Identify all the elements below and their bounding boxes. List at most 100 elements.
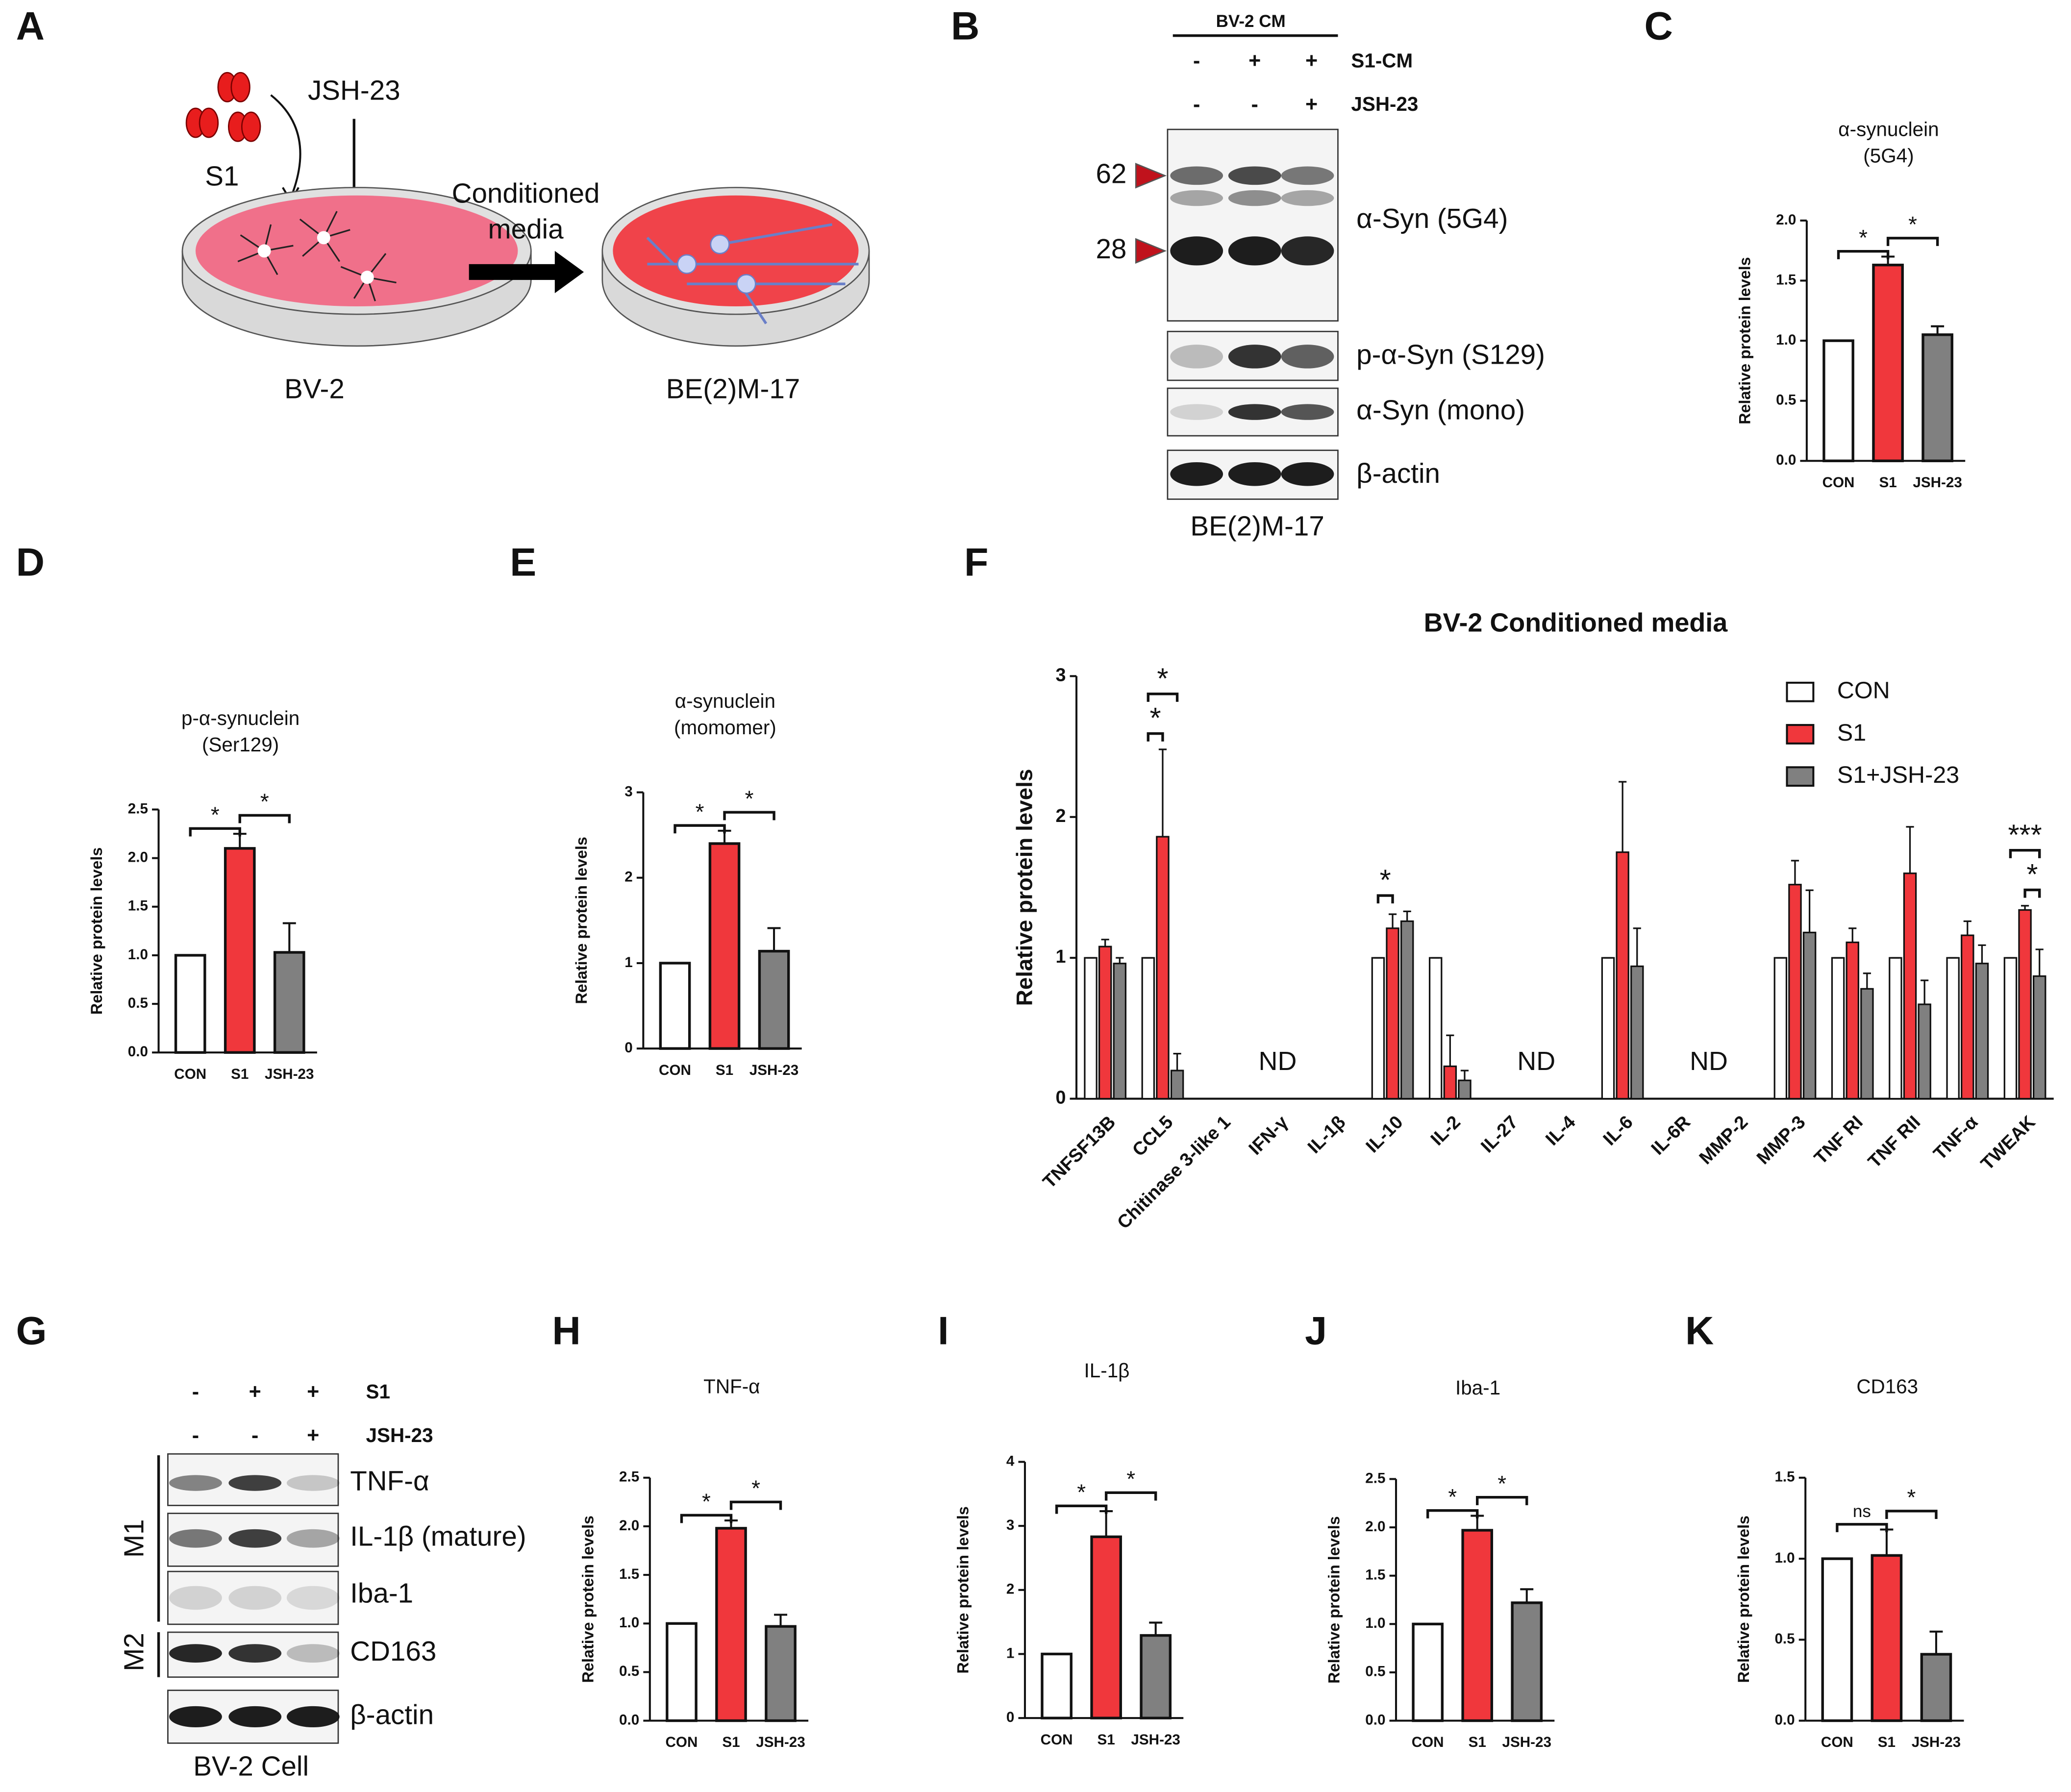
band <box>228 1529 282 1548</box>
significance-label: * <box>1448 1484 1457 1509</box>
y-tick-label: 0.0 <box>1776 452 1796 468</box>
y-tick-label: 1.0 <box>128 946 148 963</box>
arrow-label: Conditioned <box>452 178 600 209</box>
bar <box>2018 909 2032 1100</box>
significance-label: *** <box>2008 818 2042 851</box>
x-tick-label: TNF-α <box>1929 1112 1982 1164</box>
error-bar <box>2035 948 2044 976</box>
x-tick-label: IL-10 <box>1362 1112 1407 1157</box>
y-tick-label: 1.5 <box>1365 1567 1385 1583</box>
band <box>1170 190 1223 206</box>
band <box>1228 236 1281 266</box>
x-tick-label: IL-6 <box>1599 1112 1637 1149</box>
band <box>169 1475 222 1491</box>
bar <box>1920 1653 1952 1722</box>
x-tick-label: JSH-23 <box>756 1734 805 1750</box>
y-axis-label: Relative protein levels <box>579 1516 597 1683</box>
marker-label: 28 <box>1096 233 1126 264</box>
band <box>1281 190 1334 206</box>
x-tick-label: S1 <box>716 1062 733 1078</box>
significance-bracket <box>1147 693 1179 702</box>
panel-label: C <box>1645 4 1673 49</box>
condition-sign: - <box>1251 93 1258 116</box>
band <box>1170 404 1223 420</box>
significance-bracket <box>1055 1504 1108 1514</box>
band <box>1281 404 1334 420</box>
bar <box>659 962 691 1050</box>
panel-label: I <box>938 1309 948 1353</box>
error-bar <box>1805 889 1814 933</box>
bar <box>1443 1065 1457 1100</box>
significance-label: * <box>1380 864 1391 896</box>
panel-label: E <box>510 540 536 584</box>
y-axis-label: Relative protein levels <box>88 847 105 1015</box>
bar <box>1113 963 1127 1100</box>
bar <box>2032 975 2046 1100</box>
error-bar <box>1906 826 1914 873</box>
y-tick-label: 1.5 <box>619 1566 639 1582</box>
stimulus-label: S1 <box>205 161 239 192</box>
y-tick-label: 1.5 <box>1776 272 1796 288</box>
y-tick-label: 0.0 <box>1774 1712 1795 1728</box>
y-tick-label: 4 <box>1006 1453 1015 1469</box>
significance-bracket <box>674 824 726 834</box>
condition-sign: - <box>1193 93 1200 116</box>
band <box>1281 166 1334 185</box>
x-tick-label: JSH-23 <box>749 1062 798 1078</box>
band <box>169 1586 222 1610</box>
error-bar <box>1633 927 1641 967</box>
inhibitor-label: JSH-23 <box>308 75 400 106</box>
blot-frame <box>167 1570 339 1625</box>
y-tick-label: 0.5 <box>128 995 148 1011</box>
error-bar <box>774 1614 787 1627</box>
error-bar <box>1863 972 1871 989</box>
significance-bracket <box>1885 1510 1938 1519</box>
chart-title: TNF-α <box>703 1375 760 1397</box>
band <box>228 1644 282 1663</box>
band-label: α-Syn (5G4) <box>1356 203 1508 234</box>
arrow-label: media <box>488 213 564 244</box>
y-axis-label: Relative protein levels <box>573 837 590 1004</box>
x-tick-label: JSH-23 <box>265 1066 314 1082</box>
chart-title: (momomer) <box>674 716 776 739</box>
chart-title: Iba-1 <box>1455 1376 1500 1399</box>
chart-title: (5G4) <box>1863 144 1914 167</box>
x-tick-label: CON <box>1412 1734 1444 1750</box>
x-tick-label: S1 <box>231 1066 249 1082</box>
significance-label: * <box>751 1476 760 1501</box>
bar <box>1156 836 1170 1100</box>
significance-bracket <box>1147 732 1164 742</box>
bar <box>1400 920 1414 1100</box>
x-tick-label: JSH-23 <box>1502 1734 1551 1750</box>
significance-label: * <box>1859 225 1868 250</box>
legend-swatch <box>1786 766 1815 787</box>
error-bar <box>1791 860 1799 885</box>
significance-bracket <box>189 827 241 837</box>
y-tick-label: 3 <box>1006 1517 1014 1533</box>
bar <box>765 1625 797 1722</box>
chart-title: IL-1β <box>1084 1359 1130 1382</box>
y-tick-label: 0 <box>624 1040 632 1056</box>
chart-title: CD163 <box>1856 1375 1918 1397</box>
error-bar <box>1460 1070 1469 1081</box>
x-tick-label: TNFSF13B <box>1039 1112 1120 1193</box>
y-tick-label: 1.0 <box>1365 1615 1385 1631</box>
significance-label: * <box>1908 212 1917 237</box>
error-bar <box>1388 913 1397 928</box>
y-tick-label: 0.0 <box>1365 1712 1385 1728</box>
bar <box>1601 957 1615 1100</box>
condition-label: S1-CM <box>1351 49 1413 72</box>
condition-sign: + <box>1305 49 1318 73</box>
condition-sign: + <box>249 1380 261 1404</box>
condition-sign: + <box>307 1424 319 1447</box>
significance-bracket <box>1476 1496 1528 1505</box>
bar <box>1961 934 1974 1100</box>
x-tick-label: JSH-23 <box>1913 474 1962 491</box>
condition-sign: + <box>307 1380 319 1404</box>
condition-sign: - <box>192 1380 199 1404</box>
bar <box>1616 851 1629 1100</box>
y-tick-label: 2.5 <box>619 1469 639 1485</box>
y-axis-label: Relative protein levels <box>954 1506 972 1673</box>
panel-label: K <box>1685 1309 1714 1353</box>
